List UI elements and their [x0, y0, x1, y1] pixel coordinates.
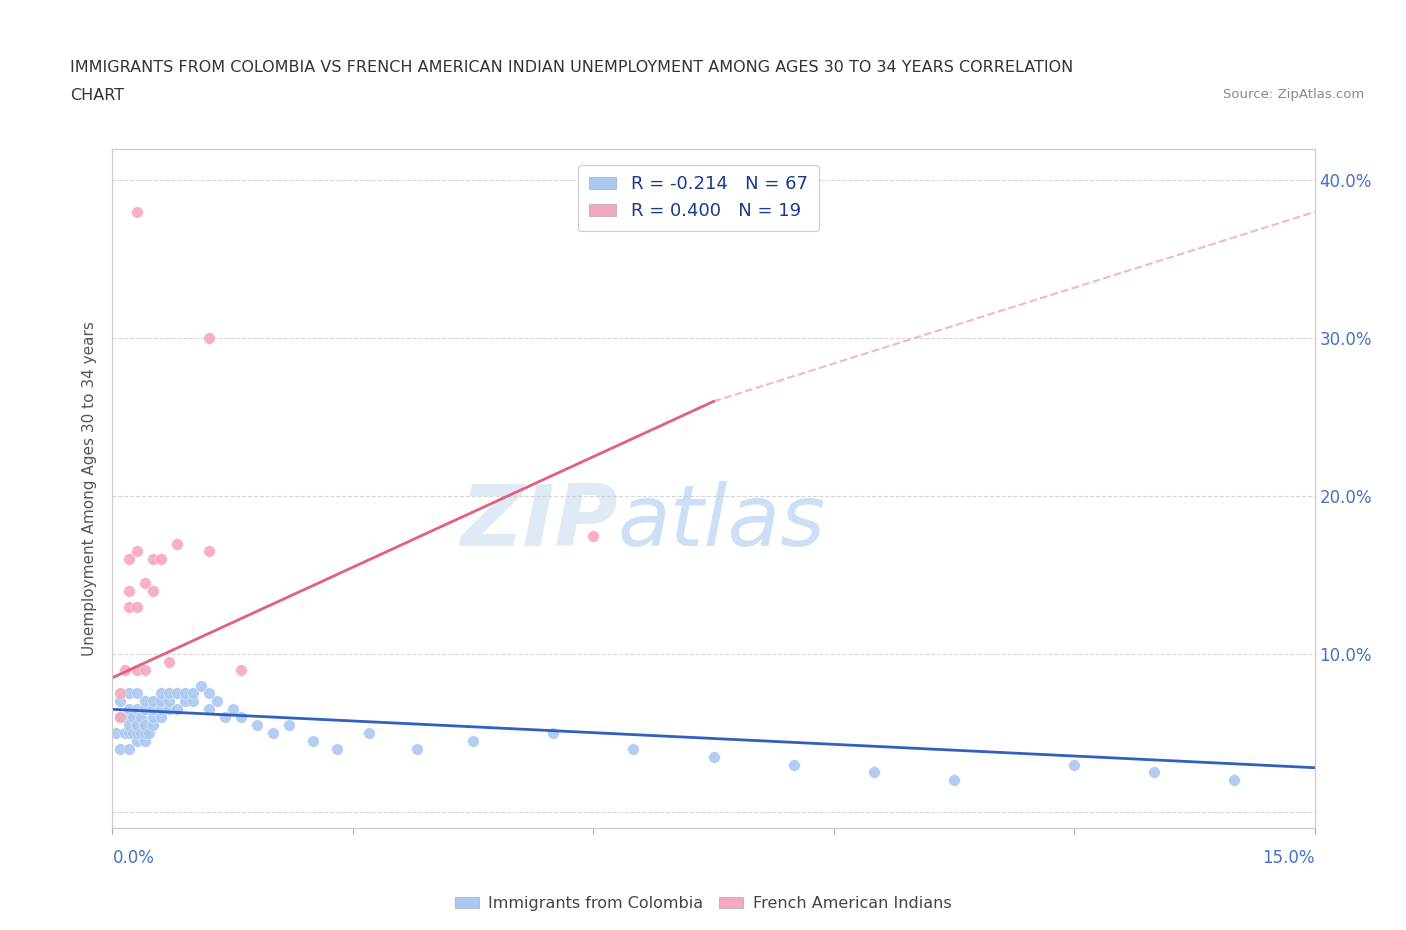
Point	[543, 725, 565, 740]
Point	[942, 773, 965, 788]
Point	[149, 551, 172, 566]
Point	[134, 662, 156, 677]
Point	[173, 694, 195, 709]
Point	[117, 725, 139, 740]
Point	[406, 741, 429, 756]
Point	[222, 702, 245, 717]
Point	[173, 686, 195, 701]
Point	[125, 599, 148, 614]
Point	[134, 734, 156, 749]
Point	[117, 718, 139, 733]
Point	[149, 702, 172, 717]
Point	[357, 725, 380, 740]
Point	[214, 710, 236, 724]
Point	[166, 686, 188, 701]
Point	[105, 725, 128, 740]
Point	[117, 583, 139, 598]
Point	[149, 686, 172, 701]
Point	[582, 528, 605, 543]
Point	[461, 734, 484, 749]
Point	[125, 702, 148, 717]
Point	[205, 694, 228, 709]
Point	[181, 694, 204, 709]
Point	[114, 710, 136, 724]
Point	[157, 686, 180, 701]
Text: IMMIGRANTS FROM COLOMBIA VS FRENCH AMERICAN INDIAN UNEMPLOYMENT AMONG AGES 30 TO: IMMIGRANTS FROM COLOMBIA VS FRENCH AMERI…	[70, 60, 1074, 75]
Point	[702, 750, 725, 764]
Point	[110, 741, 132, 756]
Point	[121, 710, 143, 724]
Point	[117, 686, 139, 701]
Point	[110, 686, 132, 701]
Point	[246, 718, 269, 733]
Point	[782, 757, 804, 772]
Point	[229, 710, 252, 724]
Point	[863, 765, 886, 780]
Text: CHART: CHART	[70, 88, 124, 103]
Point	[1143, 765, 1166, 780]
Text: ZIP: ZIP	[460, 481, 617, 564]
Text: 15.0%: 15.0%	[1263, 849, 1315, 867]
Point	[129, 725, 152, 740]
Point	[621, 741, 644, 756]
Point	[134, 694, 156, 709]
Point	[125, 718, 148, 733]
Point	[141, 551, 163, 566]
Point	[117, 599, 139, 614]
Point	[110, 710, 132, 724]
Point	[141, 702, 163, 717]
Point	[129, 710, 152, 724]
Point	[326, 741, 349, 756]
Point	[262, 725, 284, 740]
Point	[134, 725, 156, 740]
Point	[190, 678, 212, 693]
Point	[166, 536, 188, 551]
Point	[117, 741, 139, 756]
Point	[141, 718, 163, 733]
Point	[157, 702, 180, 717]
Legend: Immigrants from Colombia, French American Indians: Immigrants from Colombia, French America…	[449, 890, 957, 917]
Point	[197, 331, 219, 346]
Point	[197, 544, 219, 559]
Y-axis label: Unemployment Among Ages 30 to 34 years: Unemployment Among Ages 30 to 34 years	[82, 321, 97, 656]
Point	[125, 205, 148, 219]
Point	[149, 694, 172, 709]
Point	[181, 686, 204, 701]
Point	[125, 725, 148, 740]
Point	[125, 734, 148, 749]
Point	[229, 662, 252, 677]
Point	[1223, 773, 1246, 788]
Point	[302, 734, 325, 749]
Point	[125, 686, 148, 701]
Point	[114, 725, 136, 740]
Point	[117, 551, 139, 566]
Point	[117, 702, 139, 717]
Point	[110, 710, 132, 724]
Point	[157, 655, 180, 670]
Point	[141, 710, 163, 724]
Point	[134, 702, 156, 717]
Point	[121, 725, 143, 740]
Point	[197, 686, 219, 701]
Point	[149, 710, 172, 724]
Point	[110, 694, 132, 709]
Point	[138, 725, 160, 740]
Point	[114, 662, 136, 677]
Point	[197, 702, 219, 717]
Text: Source: ZipAtlas.com: Source: ZipAtlas.com	[1223, 88, 1364, 101]
Point	[166, 702, 188, 717]
Point	[1063, 757, 1085, 772]
Point	[134, 718, 156, 733]
Point	[141, 583, 163, 598]
Point	[277, 718, 299, 733]
Point	[125, 662, 148, 677]
Point	[157, 694, 180, 709]
Text: 0.0%: 0.0%	[112, 849, 155, 867]
Text: atlas: atlas	[617, 481, 825, 564]
Point	[125, 544, 148, 559]
Legend: R = -0.214   N = 67, R = 0.400   N = 19: R = -0.214 N = 67, R = 0.400 N = 19	[578, 165, 818, 232]
Point	[134, 576, 156, 591]
Point	[141, 694, 163, 709]
